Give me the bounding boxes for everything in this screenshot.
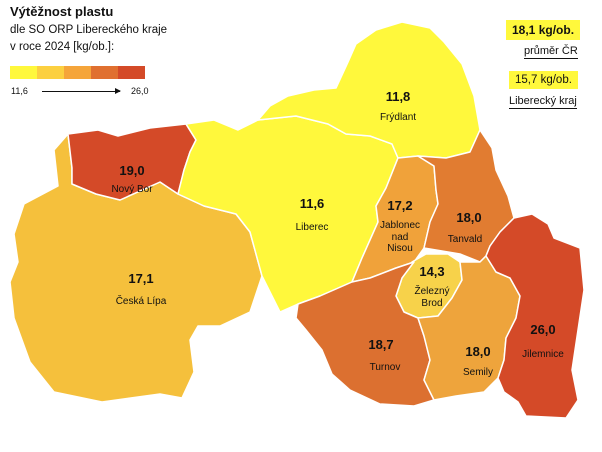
map-title: Výtěžnost plastu [10, 4, 114, 19]
region-name-frydlant: Frýdlant [379, 112, 417, 123]
region-value-jablonec: 17,2 [387, 198, 413, 213]
scale-swatch [91, 66, 118, 79]
scale-swatch [64, 66, 91, 79]
region-value-turnov: 18,7 [368, 337, 394, 352]
scale-arrow-icon [42, 88, 121, 94]
czech-average-value: 18,1 kg/ob. [506, 20, 581, 40]
region-average-label: Liberecký kraj [509, 95, 577, 109]
region-name-turnov: Turnov [369, 362, 401, 373]
region-name-novy-bor: Nový Bor [111, 184, 153, 195]
region-name-jablonec: Jablonec nad Nisou [379, 220, 421, 254]
region-value-zelezny-brod: 14,3 [419, 264, 445, 279]
scale-max-label: 26,0 [131, 86, 149, 96]
scale-swatch [10, 66, 37, 79]
region-value-semily: 18,0 [465, 344, 491, 359]
region-value-frydlant: 11,8 [385, 89, 411, 104]
map-subtitle-line1: dle SO ORP Libereckého kraje [10, 24, 168, 36]
region-name-zelezny-brod: Železný Brod [414, 286, 450, 309]
region-average-value: 15,7 kg/ob. [509, 71, 578, 89]
scale-swatch [37, 66, 64, 79]
scale-swatch [118, 66, 145, 79]
region-name-semily: Semily [462, 367, 494, 378]
region-name-ceska-lipa: Česká Lípa [115, 296, 167, 307]
region-name-jilemnice: Jilemnice [522, 349, 564, 360]
czech-average-label: průměr ČR [524, 45, 578, 59]
region-name-liberec: Liberec [295, 222, 329, 233]
region-jilemnice[interactable] [485, 213, 585, 419]
map-subtitle-line2: v roce 2024 [kg/ob.]: [10, 41, 115, 53]
region-name-tanvald: Tanvald [447, 234, 483, 245]
region-value-tanvald: 18,0 [456, 210, 482, 225]
scale-min-label: 11,6 [11, 86, 28, 96]
region-value-ceska-lipa: 17,1 [128, 271, 154, 286]
region-value-novy-bor: 19,0 [119, 163, 145, 178]
color-scale [10, 66, 145, 79]
region-value-liberec: 11,6 [299, 196, 325, 211]
region-frydlant[interactable] [257, 21, 481, 159]
region-value-jilemnice: 26,0 [530, 322, 556, 337]
